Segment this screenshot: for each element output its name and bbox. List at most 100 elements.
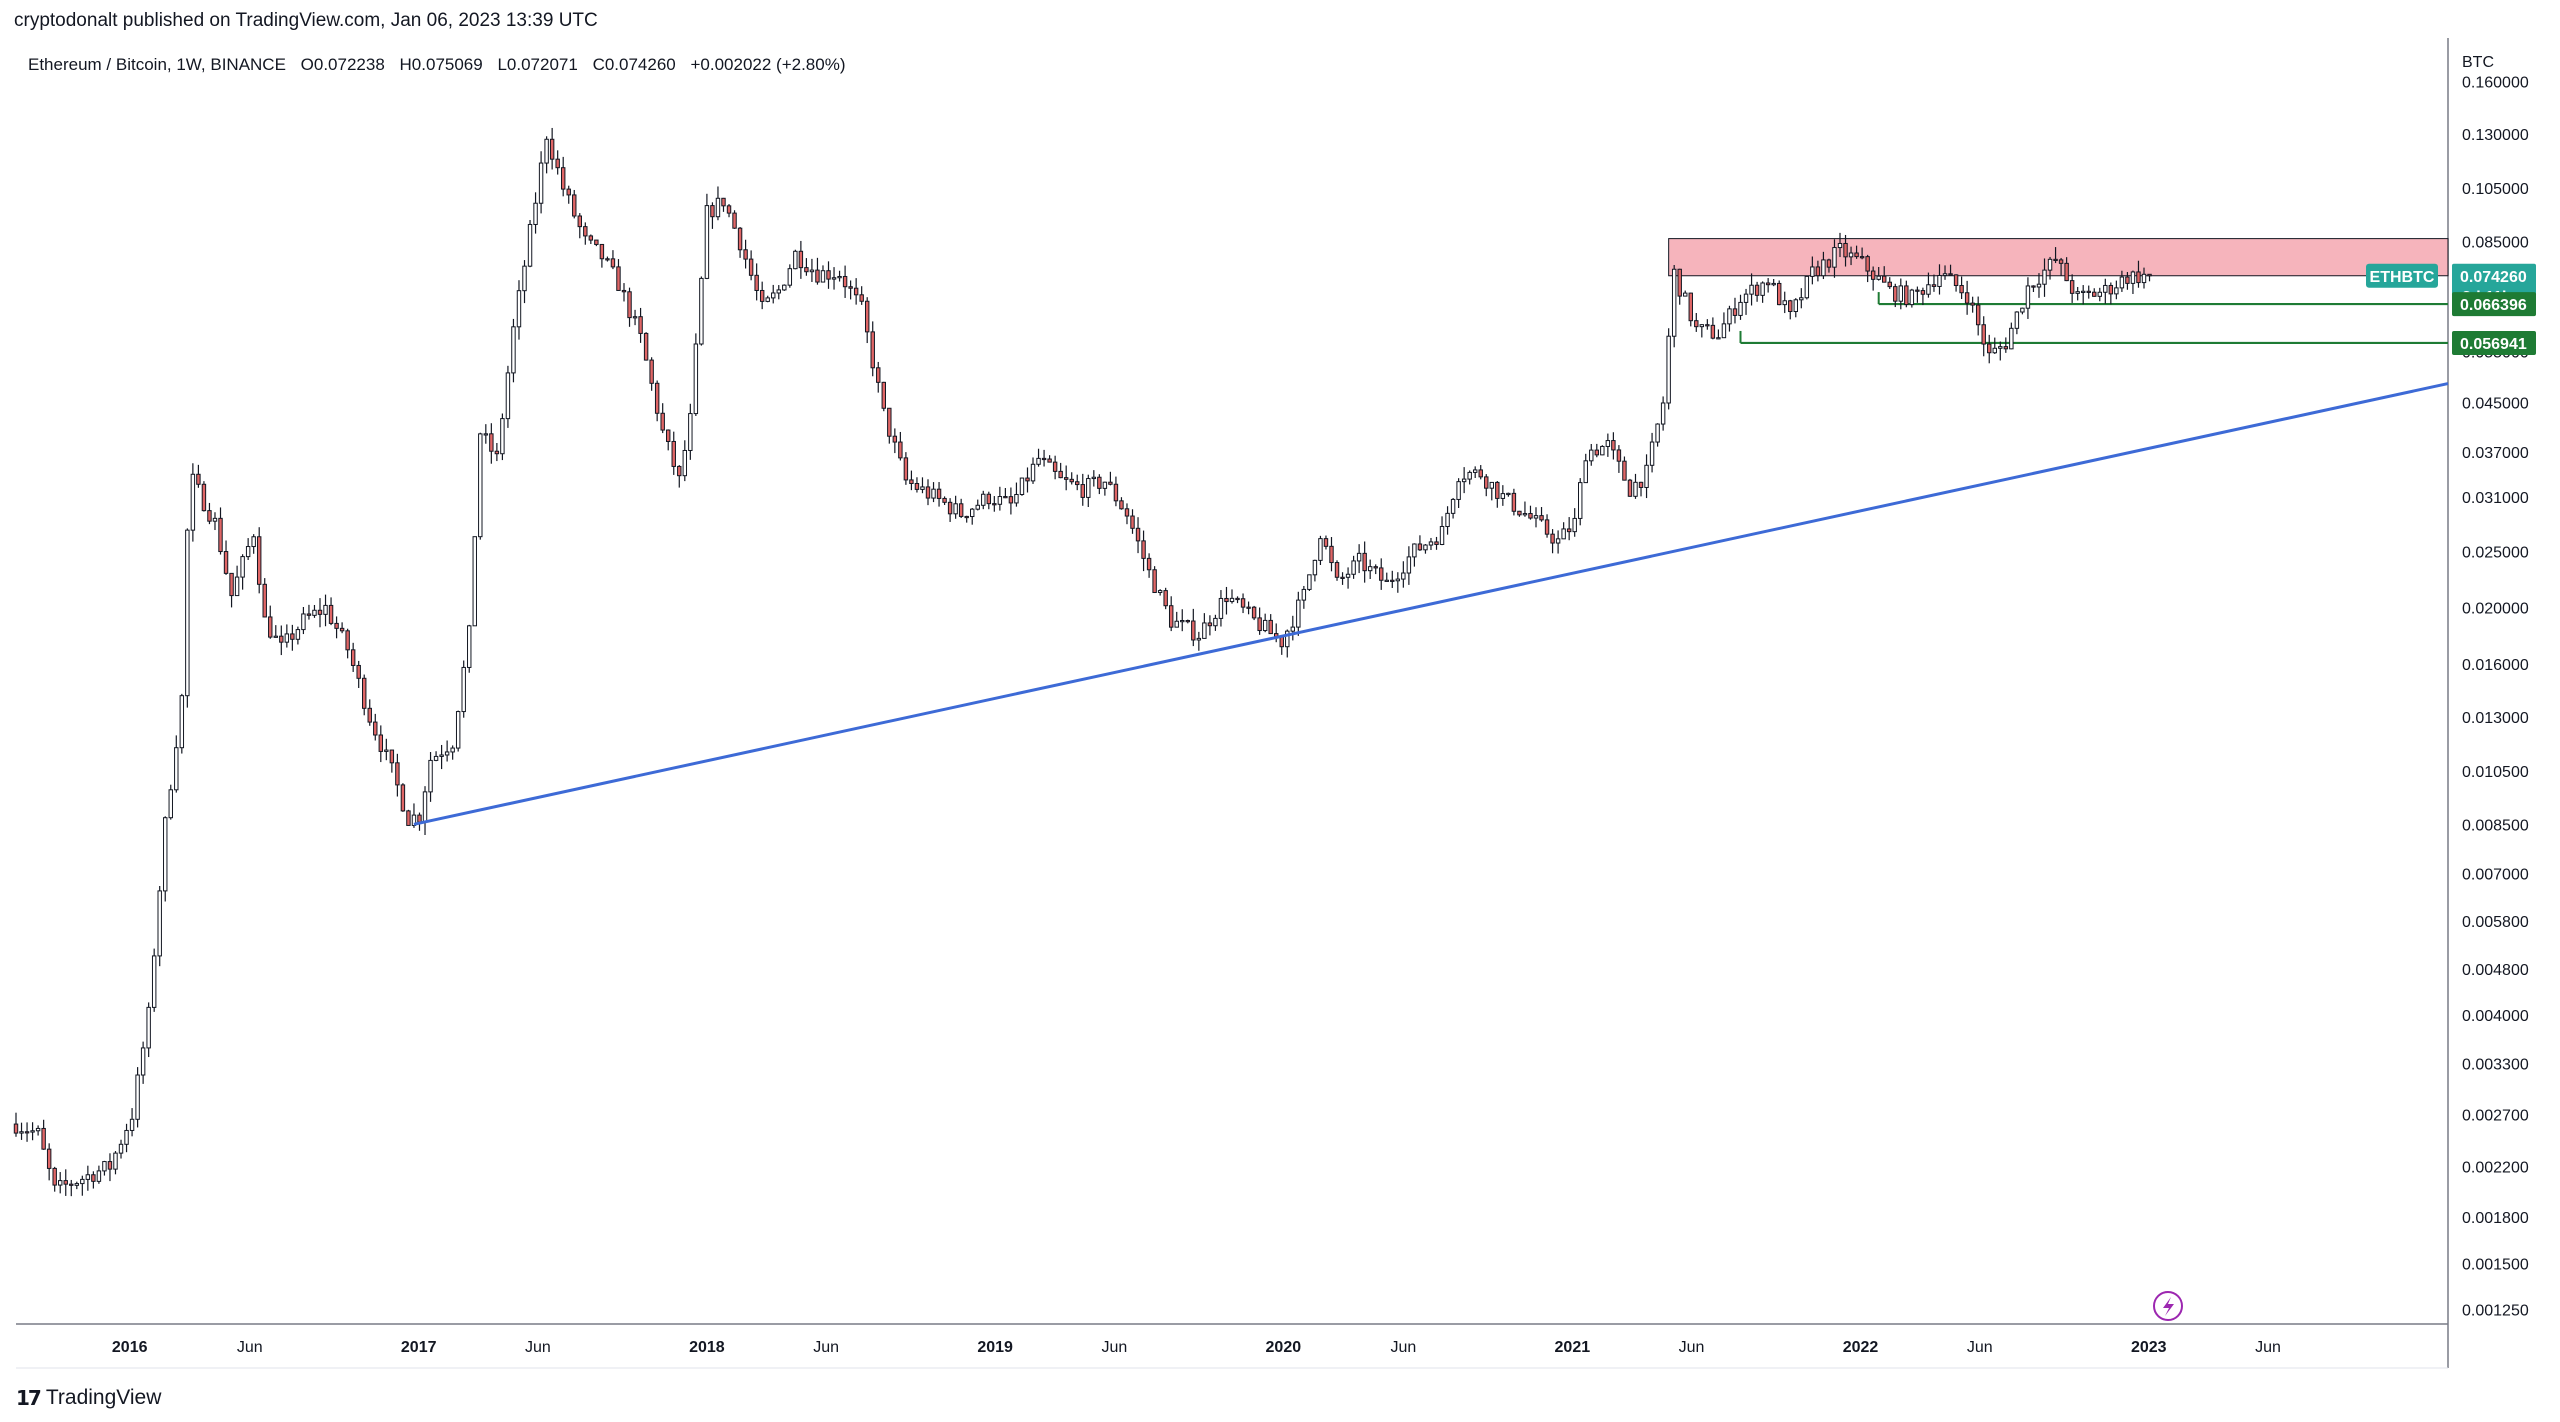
candle: [522, 260, 527, 304]
candle: [1052, 455, 1058, 480]
candle-body-down: [218, 517, 223, 553]
candle: [1196, 631, 1202, 651]
support-price-label: 0.056941: [2460, 336, 2527, 353]
candle: [1887, 277, 1892, 289]
candle: [256, 527, 262, 594]
candle-body-down: [992, 503, 997, 506]
candle: [1063, 465, 1069, 491]
candle-body-up: [35, 1127, 41, 1132]
candle-body-down: [599, 243, 605, 260]
candle-body-down: [328, 604, 334, 624]
candle: [1119, 497, 1124, 510]
candle-body-up: [1782, 300, 1787, 306]
candle: [1108, 471, 1113, 486]
candle-body-down: [654, 382, 660, 414]
candle: [743, 239, 748, 269]
candle-body-down: [638, 316, 643, 334]
candle-body-down: [859, 294, 864, 302]
y-tick-label: 0.037000: [2462, 445, 2529, 462]
candle: [1489, 481, 1494, 501]
candle: [572, 189, 577, 219]
candle-body-down: [2053, 258, 2058, 262]
candle-body-up: [411, 814, 417, 826]
x-tick-label: 2021: [1555, 1339, 1591, 1356]
y-axis-unit: BTC: [2462, 54, 2494, 71]
candle: [1865, 254, 1870, 283]
trendline[interactable]: [413, 382, 2449, 826]
candle-body-up: [1605, 440, 1611, 447]
candle-body-up: [151, 955, 157, 1008]
candle-body-down: [1953, 274, 1959, 287]
candle-body-down: [1329, 545, 1334, 564]
candle: [953, 495, 958, 519]
candle: [594, 239, 599, 247]
candle-body-up: [251, 536, 256, 548]
candle-body-up: [179, 695, 185, 749]
candle-body-down: [345, 630, 350, 651]
candle-body-up: [384, 749, 389, 752]
resistance-zone[interactable]: [1668, 238, 2449, 277]
candle-body-down: [1478, 469, 1483, 478]
candle: [58, 1172, 63, 1194]
support-price-tag: [2452, 292, 2536, 317]
flash-icon[interactable]: [2153, 1291, 2183, 1321]
candle: [1191, 608, 1196, 647]
candle-body-up: [1196, 637, 1202, 641]
candle: [1014, 482, 1019, 507]
candle: [345, 628, 350, 659]
x-axis[interactable]: 2016 Jun 2017 Jun 2018 Jun 2019 Jun 2020 Jun 2021 J…: [112, 1339, 2281, 1356]
candle-body-down: [1163, 590, 1168, 607]
candle: [151, 948, 157, 1012]
candle: [1351, 555, 1356, 579]
candle: [1323, 535, 1329, 550]
candle: [1970, 296, 1975, 313]
candle-body-down: [229, 572, 234, 597]
candle: [903, 452, 909, 485]
candle-body-down: [666, 429, 671, 442]
candle: [2147, 273, 2152, 282]
candle-body-up: [472, 536, 477, 627]
y-tick-label: 0.045000: [2462, 396, 2529, 413]
candle: [1561, 522, 1566, 540]
candle-body-down: [2125, 276, 2130, 284]
candle-body-up: [1102, 481, 1108, 489]
candle: [936, 482, 942, 507]
candle-body-up: [2130, 271, 2136, 284]
candle: [1025, 467, 1030, 493]
symbol-name[interactable]: Ethereum / Bitcoin, 1W, BINANCE: [28, 55, 286, 74]
candle-body-up: [1832, 247, 1837, 268]
candle-body-up: [975, 504, 980, 510]
candle-body-up: [163, 817, 168, 892]
candle-body-up: [544, 138, 549, 164]
candle-body-down: [842, 275, 848, 288]
candle-body-down: [804, 267, 809, 273]
candle-body-up: [1428, 541, 1434, 546]
candle: [467, 624, 472, 673]
candle-body-down: [754, 274, 759, 291]
candle-body-down: [583, 226, 588, 237]
candle-body-up: [1721, 323, 1727, 339]
candle-body-down: [1207, 622, 1213, 627]
candle-body-down: [1135, 527, 1141, 542]
candle: [1793, 298, 1798, 318]
candle-body-down: [1191, 620, 1196, 641]
candle: [483, 424, 489, 444]
candle: [693, 333, 699, 416]
candle-body-up: [1876, 275, 1881, 280]
y-axis[interactable]: BTC 0.160000 0.130000 0.105000 0.085000 0.06…: [2462, 54, 2529, 1319]
candle: [201, 481, 207, 512]
candle: [400, 783, 406, 812]
candle: [610, 250, 616, 270]
tradingview-logo[interactable]: 17 TradingView: [16, 1386, 161, 1410]
y-tick-label: 0.025000: [2462, 544, 2529, 561]
candle-body-down: [610, 258, 616, 268]
candle-body-down: [46, 1148, 52, 1169]
candle-body-up: [478, 433, 483, 538]
candle-body-up: [295, 629, 301, 640]
candle: [1113, 476, 1119, 507]
candle-body-up: [837, 275, 842, 279]
candle-body-up: [782, 284, 787, 291]
candle-body-down: [1893, 286, 1898, 302]
candle-body-down: [2147, 273, 2152, 277]
